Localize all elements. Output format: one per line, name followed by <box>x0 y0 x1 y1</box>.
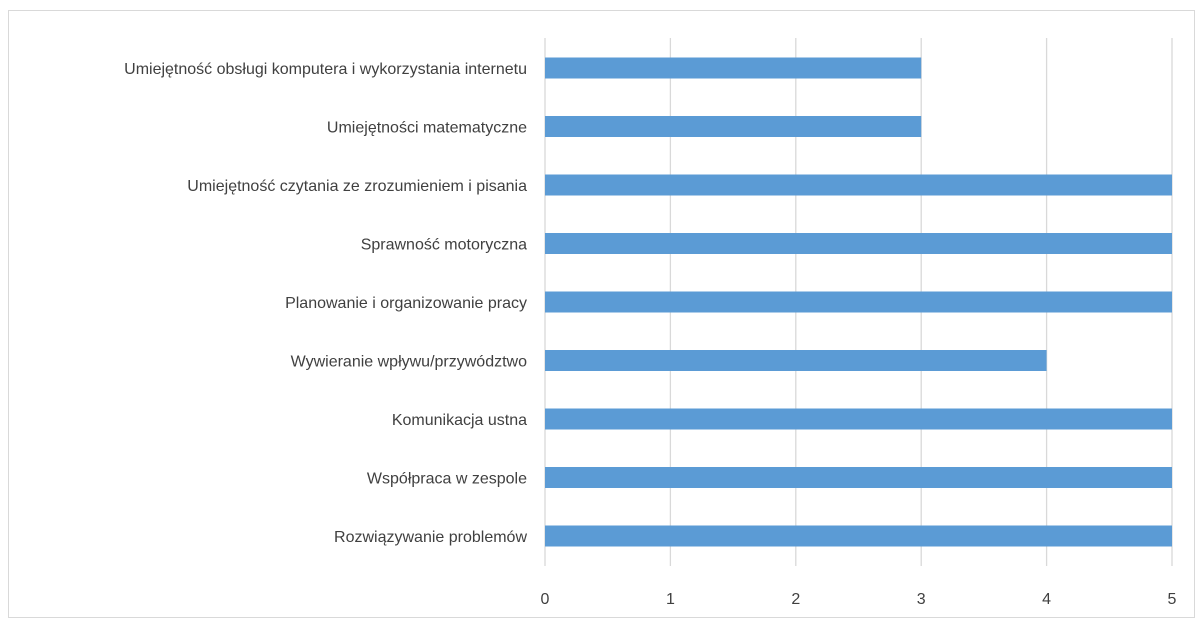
chart-frame <box>8 10 1195 618</box>
category-label: Umiejętność obsługi komputera i wykorzys… <box>124 61 527 78</box>
x-tick-label: 4 <box>1042 591 1051 608</box>
x-tick-label: 0 <box>541 591 550 608</box>
bar <box>545 408 1172 430</box>
bar <box>545 350 1047 371</box>
category-label: Współpraca w zespole <box>367 471 527 488</box>
x-tick-labels: 0 1 2 3 4 5 <box>541 591 1177 608</box>
bar <box>545 291 1172 313</box>
x-tick-label: 5 <box>1168 591 1177 608</box>
category-label: Wywieranie wpływu/przywództwo <box>291 354 527 371</box>
category-label: Umiejętność czytania ze zrozumieniem i p… <box>187 178 527 195</box>
category-label: Sprawność motoryczna <box>361 237 527 254</box>
bar <box>545 467 1172 488</box>
x-tick-label: 2 <box>791 591 800 608</box>
category-label: Rozwiązywanie problemów <box>334 529 527 546</box>
bar <box>545 233 1172 254</box>
bar <box>545 174 1172 196</box>
bar <box>545 525 1172 547</box>
bar <box>545 116 922 137</box>
category-label: Umiejętności matematyczne <box>327 120 527 137</box>
category-labels: Umiejętność obsługi komputera i wykorzys… <box>124 61 527 546</box>
category-label: Planowanie i organizowanie pracy <box>285 295 527 312</box>
x-tick-label: 3 <box>917 591 926 608</box>
x-tick-label: 1 <box>666 591 675 608</box>
category-label: Komunikacja ustna <box>392 412 527 429</box>
bars <box>545 57 1172 547</box>
bar <box>545 57 922 79</box>
